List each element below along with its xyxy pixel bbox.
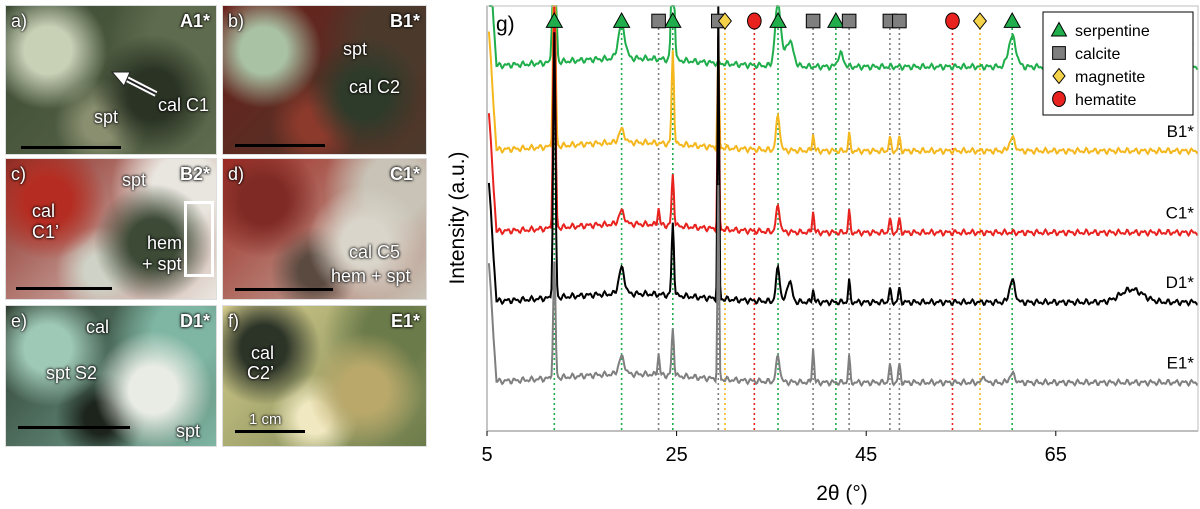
magnetite-legend-icon xyxy=(1052,67,1066,85)
sample-label: A1* xyxy=(179,11,210,31)
panel-label: b) xyxy=(228,11,245,31)
legend-label: magnetite xyxy=(1075,69,1145,86)
serpentine-legend-icon xyxy=(1050,21,1068,37)
serpentine-marker xyxy=(545,11,564,28)
plot-frame xyxy=(486,5,1199,432)
annotation-label: cal C2 xyxy=(349,77,401,97)
serpentine-marker xyxy=(827,11,845,28)
calcite-marker xyxy=(805,13,821,29)
photo-panel-b: b) B1* spt cal C2 xyxy=(222,5,427,155)
scale-bar xyxy=(235,144,325,147)
annotation-label: cal C5 xyxy=(349,242,401,262)
x-tick-label: 45 xyxy=(855,444,877,466)
annotation-label: hem + spt xyxy=(331,266,411,286)
legend-label: calcite xyxy=(1075,46,1120,63)
panel-label: e) xyxy=(11,311,28,331)
panel-label-g: g) xyxy=(496,13,515,36)
legend-label: serpentine xyxy=(1075,23,1150,40)
scale-bar-label: 1 cm xyxy=(249,411,282,428)
hematite-marker xyxy=(747,12,762,30)
sample-label: C1* xyxy=(389,164,420,184)
sample-label: B1* xyxy=(389,11,420,31)
B1-pattern-line xyxy=(487,5,1199,156)
scale-bar xyxy=(235,288,333,291)
sample-label: B2* xyxy=(179,164,210,184)
annotation-label: C1’ xyxy=(32,222,60,242)
photo-panel-d: d) C1* cal C5 hem + spt xyxy=(222,158,427,300)
photo-panel-f: f) E1* cal C2’ 1 cm xyxy=(222,305,427,447)
annotation-label: + spt xyxy=(142,254,182,274)
serpentine-marker xyxy=(663,11,682,28)
annotation-label: cal xyxy=(251,343,275,363)
hematite-legend-icon xyxy=(1052,91,1066,107)
x-tick-label: 25 xyxy=(665,444,687,466)
x-tick-label: 65 xyxy=(1045,444,1067,466)
serpentine-marker xyxy=(1003,11,1022,28)
arrow-icon xyxy=(110,71,158,97)
photo-panel-e: e) D1* cal spt S2 spt xyxy=(5,305,217,447)
legend-label: hematite xyxy=(1075,92,1136,109)
x-axis-label: 2θ (°) xyxy=(816,482,868,505)
calcite-legend-icon xyxy=(1052,46,1066,60)
annotation-label: C2’ xyxy=(247,363,275,383)
photo-panel-c: c) B2* cal C1’ spt hem + spt xyxy=(5,158,217,300)
highlight-box xyxy=(184,201,214,277)
annotation-label: hem xyxy=(147,233,183,253)
sample-label: E1* xyxy=(390,311,420,331)
serpentine-marker xyxy=(612,11,631,28)
annotation-label: spt S2 xyxy=(46,363,98,383)
magnetite-marker xyxy=(717,12,732,30)
magnetite-marker xyxy=(972,12,988,30)
C1-pattern-line xyxy=(487,5,1199,238)
annotation-label: spt xyxy=(176,421,201,441)
panel-label: a) xyxy=(11,11,28,31)
scale-bar xyxy=(21,146,121,149)
legend-box xyxy=(1042,11,1194,116)
scale-bar xyxy=(18,426,130,429)
panel-label: c) xyxy=(11,164,26,184)
x-tick-label: 5 xyxy=(481,444,492,466)
scale-bar xyxy=(235,430,305,433)
D1-pattern-line xyxy=(487,5,1199,307)
series-label: D1* xyxy=(1166,273,1195,292)
annotation-label: spt xyxy=(94,107,119,127)
photo-panel-a: a) A1* spt cal C1 xyxy=(5,5,217,155)
series-label: E1* xyxy=(1167,354,1195,373)
annotation-label: spt xyxy=(122,170,147,190)
panel-label: d) xyxy=(228,164,245,184)
annotation-label: spt xyxy=(343,39,368,59)
legend: serpentine calcite magnetite hematite xyxy=(1042,11,1194,116)
serpentine-marker xyxy=(769,11,787,28)
scale-bar xyxy=(16,287,112,290)
phase-markers xyxy=(545,11,1022,30)
E1-pattern-line xyxy=(487,185,1199,388)
series-label: C1* xyxy=(1166,204,1195,223)
annotation-label: cal xyxy=(86,317,110,337)
annotation-label: cal xyxy=(32,201,56,221)
y-axis-label: Intensity (a.u.) xyxy=(446,151,469,284)
calcite-marker xyxy=(841,13,857,29)
x-ticks: 5 25 45 65 xyxy=(481,431,1067,466)
calcite-marker xyxy=(892,13,907,29)
annotation-label: cal C1 xyxy=(158,95,210,115)
panel-label: f) xyxy=(228,311,239,331)
series-label: B1* xyxy=(1167,122,1195,141)
sample-label: D1* xyxy=(179,311,210,331)
hematite-marker xyxy=(945,12,960,30)
calcite-marker xyxy=(651,13,666,29)
